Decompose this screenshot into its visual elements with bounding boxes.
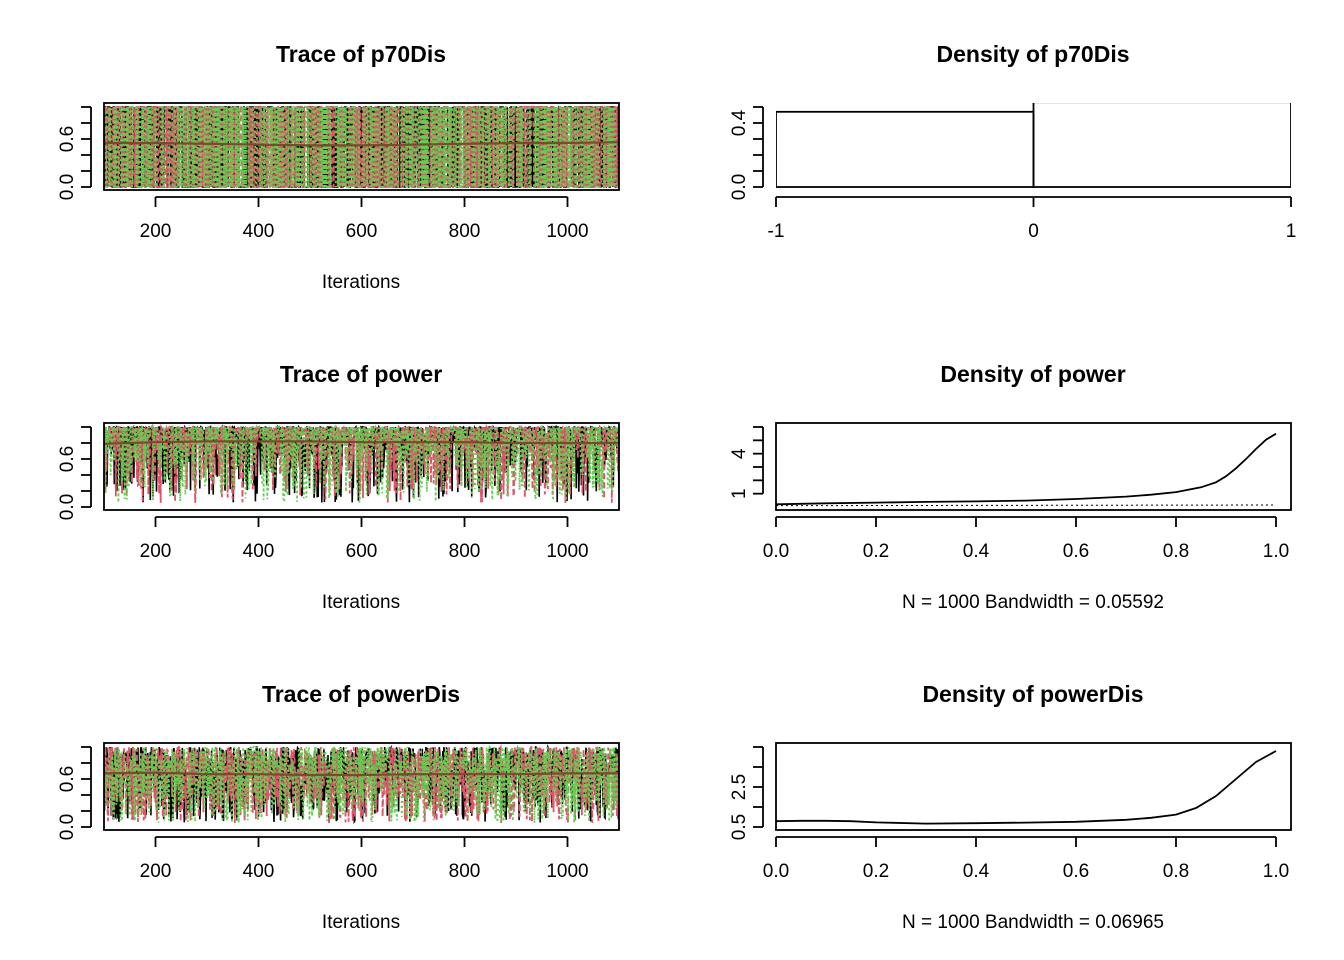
trace-power-x-tick-label-2: 400 bbox=[243, 541, 275, 562]
trace-powerDis-x-tick-label-2: 400 bbox=[243, 861, 275, 882]
density-power-y-tick-label-2: 4 bbox=[729, 448, 750, 459]
density-p70Dis-bin-2 bbox=[1032, 103, 1291, 188]
trace-p70Dis-x-tick-label-5: 1000 bbox=[546, 221, 588, 242]
trace-p70Dis-chain-2 bbox=[104, 106, 619, 188]
density-powerDis-x-tick-label-6: 1.0 bbox=[1263, 861, 1289, 882]
density-p70Dis-title: Density of p70Dis bbox=[937, 41, 1130, 67]
density-powerDis-panel: Density of powerDis 0.0 0.2 0.4 0.6 0.8 1.0 0.5… bbox=[729, 681, 1292, 933]
trace-power-x-tick-label-3: 600 bbox=[346, 541, 378, 562]
density-powerDis-title: Density of powerDis bbox=[922, 681, 1143, 707]
trace-power-x-tick-label-1: 200 bbox=[140, 541, 172, 562]
density-powerDis-x-tick-label-5: 0.8 bbox=[1163, 861, 1189, 882]
density-powerDis-x-tick-label-3: 0.4 bbox=[963, 861, 990, 882]
trace-power-x-tick-label-4: 800 bbox=[449, 541, 481, 562]
trace-powerDis-x-label: Iterations bbox=[322, 912, 400, 933]
density-power-x-tick-label-3: 0.4 bbox=[963, 541, 990, 562]
density-powerDis-x-tick-label-1: 0.0 bbox=[763, 861, 789, 882]
trace-power-panel: Trace of power 200 400 600 800 1000 0.0 0.6 Iter… bbox=[57, 361, 620, 613]
trace-power-y-tick-label-2: 0.6 bbox=[57, 446, 78, 472]
density-power-x-axis: 0.0 0.2 0.4 0.6 0.8 1.0 bbox=[763, 516, 1289, 562]
density-p70Dis-x-tick-label-3: 1 bbox=[1286, 221, 1297, 242]
density-p70Dis-y-axis: 0.0 0.4 bbox=[729, 106, 764, 200]
density-power-x-tick-label-6: 1.0 bbox=[1263, 541, 1289, 562]
trace-powerDis-x-tick-label-4: 800 bbox=[449, 861, 481, 882]
trace-power-x-tick-label-5: 1000 bbox=[546, 541, 588, 562]
trace-powerDis-y-axis: 0.0 0.6 bbox=[57, 746, 92, 840]
trace-power-chain-3 bbox=[104, 423, 619, 503]
density-powerDis-y-tick-label-2: 2.5 bbox=[729, 774, 750, 800]
density-power-plot-area bbox=[776, 432, 1277, 507]
density-p70Dis-x-tick-label-1: -1 bbox=[768, 221, 785, 242]
density-power-x-tick-label-5: 0.8 bbox=[1163, 541, 1189, 562]
density-p70Dis-panel: Density of p70Dis -1 0 1 0.0 0.4 bbox=[729, 41, 1296, 242]
trace-p70Dis-y-tick-label-1: 0.0 bbox=[57, 174, 78, 200]
trace-p70Dis-title: Trace of p70Dis bbox=[276, 41, 446, 67]
trace-p70Dis-y-tick-label-2: 0.6 bbox=[57, 126, 78, 152]
trace-power-title: Trace of power bbox=[280, 361, 442, 387]
trace-p70Dis-x-tick-label-1: 200 bbox=[140, 221, 172, 242]
trace-p70Dis-panel: Trace of p70Dis 200 400 600 800 1000 0.0 0.6 Ite… bbox=[57, 41, 620, 293]
density-p70Dis-x-axis: -1 0 1 bbox=[768, 196, 1297, 242]
density-powerDis-plot-area bbox=[776, 750, 1277, 825]
trace-powerDis-y-tick-label-2: 0.6 bbox=[57, 766, 78, 792]
density-p70Dis-plot-area bbox=[776, 103, 1291, 188]
trace-powerDis-plot-area bbox=[104, 744, 619, 825]
density-power-title: Density of power bbox=[940, 361, 1125, 387]
density-powerDis-x-axis: 0.0 0.2 0.4 0.6 0.8 1.0 bbox=[763, 836, 1289, 882]
trace-powerDis-x-tick-label-3: 600 bbox=[346, 861, 378, 882]
trace-p70Dis-x-label: Iterations bbox=[322, 272, 400, 293]
trace-powerDis-title: Trace of powerDis bbox=[262, 681, 460, 707]
trace-powerDis-x-tick-label-5: 1000 bbox=[546, 861, 588, 882]
trace-power-y-axis: 0.0 0.6 bbox=[57, 426, 92, 520]
trace-powerDis-x-axis: 200 400 600 800 1000 bbox=[140, 836, 589, 882]
density-powerDis-frame bbox=[775, 742, 1292, 831]
trace-powerDis-running-mean bbox=[104, 771, 619, 777]
density-powerDis-x-label: N = 1000 Bandwidth = 0.06965 bbox=[902, 912, 1164, 933]
trace-powerDis-x-tick-label-1: 200 bbox=[140, 861, 172, 882]
trace-power-plot-area bbox=[104, 423, 619, 503]
trace-p70Dis-x-tick-label-3: 600 bbox=[346, 221, 378, 242]
trace-p70Dis-running-mean bbox=[104, 141, 619, 147]
trace-power-y-tick-label-1: 0.0 bbox=[57, 494, 78, 520]
density-powerDis-y-axis: 0.5 2.5 bbox=[729, 746, 764, 840]
density-p70Dis-y-tick-label-1: 0.0 bbox=[729, 174, 750, 200]
density-power-frame bbox=[775, 422, 1292, 511]
density-power-y-tick-label-1: 1 bbox=[729, 488, 750, 499]
trace-p70Dis-x-tick-label-4: 800 bbox=[449, 221, 481, 242]
density-powerDis-x-tick-label-2: 0.2 bbox=[863, 861, 889, 882]
density-power-x-label: N = 1000 Bandwidth = 0.05592 bbox=[902, 592, 1164, 613]
trace-powerDis-frame bbox=[103, 742, 620, 831]
density-p70Dis-y-tick-label-2: 0.4 bbox=[729, 109, 750, 136]
density-power-x-tick-label-2: 0.2 bbox=[863, 541, 889, 562]
density-p70Dis-bin-1 bbox=[776, 110, 1035, 188]
trace-power-x-label: Iterations bbox=[322, 592, 400, 613]
trace-p70Dis-y-axis: 0.0 0.6 bbox=[57, 106, 92, 200]
density-powerDis-y-tick-label-1: 0.5 bbox=[729, 814, 750, 840]
trace-power-frame bbox=[103, 422, 620, 511]
trace-p70Dis-frame bbox=[103, 102, 620, 191]
trace-power-running-mean bbox=[104, 440, 619, 445]
trace-p70Dis-x-tick-label-2: 400 bbox=[243, 221, 275, 242]
density-powerDis-curve bbox=[776, 750, 1277, 825]
trace-p70Dis-plot-area bbox=[104, 106, 619, 188]
density-power-x-tick-label-4: 0.6 bbox=[1063, 541, 1089, 562]
trace-powerDis-y-tick-label-1: 0.0 bbox=[57, 814, 78, 840]
density-power-rug bbox=[776, 504, 1277, 507]
density-power-y-axis: 14 bbox=[729, 426, 764, 499]
density-powerDis-x-tick-label-4: 0.6 bbox=[1063, 861, 1089, 882]
density-p70Dis-x-tick-label-2: 0 bbox=[1028, 221, 1039, 242]
trace-power-x-axis: 200 400 600 800 1000 bbox=[140, 516, 589, 562]
trace-p70Dis-x-axis: 200 400 600 800 1000 bbox=[140, 196, 589, 242]
density-power-curve bbox=[776, 432, 1277, 506]
trace-powerDis-panel: Trace of powerDis 200 400 600 800 1000 0.0 0.6 I… bbox=[57, 681, 620, 933]
density-power-x-tick-label-1: 0.0 bbox=[763, 541, 789, 562]
